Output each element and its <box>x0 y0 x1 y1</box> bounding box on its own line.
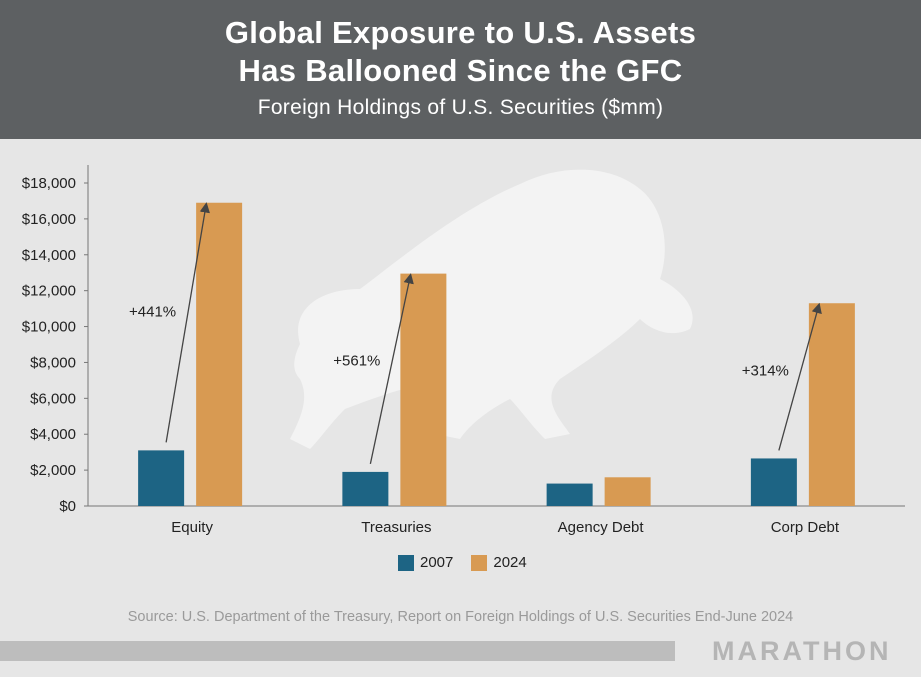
bar-chart: $0 $2,000 $4,000 $6,000 $8,000 $10,000 $12,000… <box>22 165 905 536</box>
y-tick-label: $18,000 <box>22 175 76 192</box>
y-tick-label: $12,000 <box>22 283 76 300</box>
y-tick-label: $0 <box>59 498 76 515</box>
footer-bar <box>0 641 675 661</box>
y-tick-label: $10,000 <box>22 319 76 336</box>
legend-label-2007: 2007 <box>420 554 454 571</box>
legend-item-2007: 2007 <box>398 554 453 571</box>
growth-arrow <box>165 202 210 443</box>
growth-label: +314% <box>742 363 789 380</box>
y-tick-label: $4,000 <box>30 426 76 443</box>
y-tick-label: $8,000 <box>30 354 76 371</box>
chart-title-line-1: Global Exposure to U.S. Assets <box>224 15 697 50</box>
bar-2024-corp-debt <box>808 303 855 506</box>
legend-swatch-2007 <box>398 554 414 571</box>
y-tick-label: $16,000 <box>22 211 76 228</box>
source-note: Source: U.S. Department of the Treasury,… <box>127 609 794 625</box>
growth-label: +441% <box>129 304 176 321</box>
bar-2024-agency-debt <box>604 477 651 506</box>
y-tick-label: $6,000 <box>30 390 76 407</box>
x-tick-label: Agency Debt <box>558 519 645 536</box>
growth-arrow <box>369 273 414 465</box>
chart-legend: 2007 2024 <box>398 554 545 571</box>
legend-label-2024: 2024 <box>493 554 527 571</box>
chart-axes: $0 $2,000 $4,000 $6,000 $8,000 $10,000 $12,000… <box>22 165 905 536</box>
bull-watermark <box>290 169 693 449</box>
chart-header: Global Exposure to U.S. Assets Has Ballo… <box>0 0 921 139</box>
bar-2024-treasuries <box>400 273 447 506</box>
chart-title-line-2: Has Ballooned Since the GFC <box>238 53 683 88</box>
growth-arrow <box>778 302 822 451</box>
chart-subtitle: Foreign Holdings of U.S. Securities ($mm… <box>257 96 664 119</box>
brand-logo-text: MARATHON <box>712 636 892 666</box>
bar-2007-corp-debt <box>750 458 797 506</box>
legend-swatch-2024 <box>471 554 488 571</box>
x-tick-label: Treasuries <box>361 519 431 536</box>
bar-2007-equity <box>138 450 185 506</box>
bar-2007-treasuries <box>342 471 389 506</box>
x-tick-label: Equity <box>171 519 213 536</box>
chart-annotations: +441% +561% +314% <box>129 202 822 465</box>
chart-bars <box>138 202 855 506</box>
bar-2024-equity <box>196 202 243 506</box>
y-tick-label: $14,000 <box>22 247 76 264</box>
y-tick-label: $2,000 <box>30 462 76 479</box>
bar-2007-agency-debt <box>546 483 593 506</box>
x-tick-label: Corp Debt <box>771 519 840 536</box>
legend-item-2024: 2024 <box>471 554 527 571</box>
growth-label: +561% <box>333 352 380 369</box>
